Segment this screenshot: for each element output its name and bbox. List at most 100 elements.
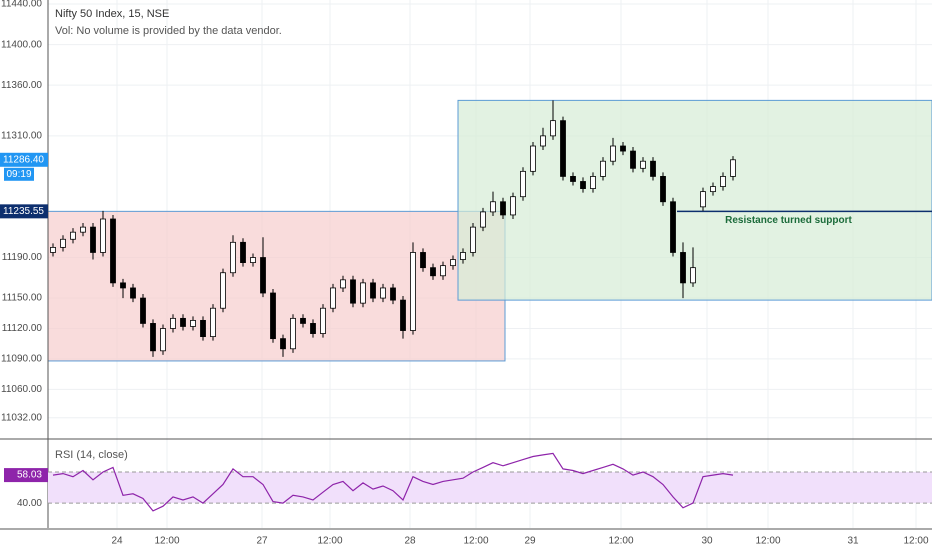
x-tick-label: 31: [847, 536, 859, 547]
rsi-tick-label: 40.00: [17, 498, 42, 509]
candle-body: [280, 338, 286, 350]
y-tick-label: 11310.00: [1, 131, 42, 142]
candle-body: [130, 287, 136, 299]
candle-body: [310, 323, 316, 334]
candle-body: [320, 307, 326, 334]
candle-body: [340, 279, 346, 289]
candle-body: [410, 252, 416, 331]
x-tick-label: 12:00: [463, 536, 488, 547]
candle-body: [260, 257, 266, 294]
support-label: Resistance turned support: [725, 215, 852, 226]
x-tick-label: 30: [701, 536, 713, 547]
candle-body: [460, 252, 466, 260]
candle-body: [540, 135, 546, 147]
x-tick-label: 12:00: [608, 536, 633, 547]
candle-body: [620, 145, 626, 152]
candle-body: [270, 292, 276, 340]
boxes: Resistance turned support: [47, 99, 932, 362]
candle-body: [200, 319, 206, 338]
candle-body: [640, 160, 646, 169]
candle-body: [590, 176, 596, 189]
candle-body: [610, 145, 616, 162]
range-box: [47, 210, 506, 362]
candle-body: [650, 160, 656, 177]
y-tick-label: 11440.00: [1, 0, 42, 10]
countdown: 09:19: [6, 169, 31, 180]
x-tick-label: 12:00: [755, 536, 780, 547]
candle-body: [360, 282, 366, 304]
candle-body: [380, 287, 386, 299]
candle-body: [510, 196, 516, 216]
y-tick-label: 11090.00: [1, 354, 42, 365]
x-tick-label: 24: [111, 536, 123, 547]
candle-body: [220, 272, 226, 309]
candle-body: [240, 241, 246, 263]
rsi-last-label: 58.03: [17, 470, 42, 481]
candle-body: [50, 246, 56, 253]
candle-body: [250, 257, 256, 263]
candle-body: [350, 279, 356, 304]
candle-body: [480, 211, 486, 228]
candle-body: [470, 226, 476, 253]
candle-body: [730, 159, 736, 177]
candle-body: [60, 238, 66, 248]
candle-body: [300, 317, 306, 324]
candle-body: [560, 120, 566, 177]
candle-body: [710, 186, 716, 193]
candle-body: [720, 176, 726, 187]
candle-body: [100, 218, 106, 253]
candle-body: [390, 287, 396, 301]
candle-body: [120, 282, 126, 289]
candle-body: [690, 267, 696, 284]
candle-body: [150, 323, 156, 352]
rsi-line: [52, 452, 734, 512]
rsi-pane: 40.00 58.03: [0, 0, 932, 530]
candle-body: [450, 259, 456, 267]
y-tick-label: 11400.00: [1, 39, 42, 50]
candle-body: [70, 231, 76, 240]
y-tick-label: 11150.00: [2, 293, 43, 304]
price-marker-label: 11235.55: [3, 206, 44, 217]
chart-title: Nifty 50 Index, 15, NSE: [55, 8, 169, 20]
candle-body: [90, 226, 96, 253]
candle-body: [660, 176, 666, 203]
candle-body: [500, 201, 506, 216]
candle-body: [370, 282, 376, 299]
candle-body: [440, 265, 446, 277]
candle-body: [80, 226, 86, 233]
rsi-last-marker: [4, 468, 48, 483]
price-marker-label: 11286.40: [3, 154, 44, 165]
candle-body: [490, 201, 496, 213]
range-box: [457, 99, 932, 301]
candle-body: [110, 218, 116, 284]
x-tick-label: 12:00: [903, 536, 928, 547]
price-marker: [0, 152, 48, 167]
candle-body: [330, 287, 336, 309]
price-marker: [0, 204, 48, 219]
candle-body: [580, 181, 586, 189]
rsi-band: [48, 472, 932, 504]
candle-body: [530, 145, 536, 172]
candle-body: [420, 252, 426, 269]
rsi-title: RSI (14, close): [55, 449, 128, 461]
candles: [50, 100, 736, 357]
x-tick-label: 28: [404, 536, 416, 547]
x-tick-label: 12:00: [154, 536, 179, 547]
candle-body: [160, 328, 166, 352]
candle-body: [140, 297, 146, 324]
candle-body: [170, 317, 176, 329]
candle-body: [670, 201, 676, 253]
candle-body: [550, 120, 556, 137]
y-tick-label: 11060.00: [1, 384, 42, 395]
y-tick-label: 11190.00: [2, 252, 43, 263]
x-tick-label: 27: [256, 536, 268, 547]
candle-body: [290, 317, 296, 350]
candle-body: [570, 176, 576, 182]
candle-body: [400, 299, 406, 331]
y-tick-label: 11120.00: [2, 323, 43, 334]
y-tick-label: 11032.00: [1, 412, 42, 423]
candle-body: [680, 252, 686, 284]
candle-body: [210, 307, 216, 338]
